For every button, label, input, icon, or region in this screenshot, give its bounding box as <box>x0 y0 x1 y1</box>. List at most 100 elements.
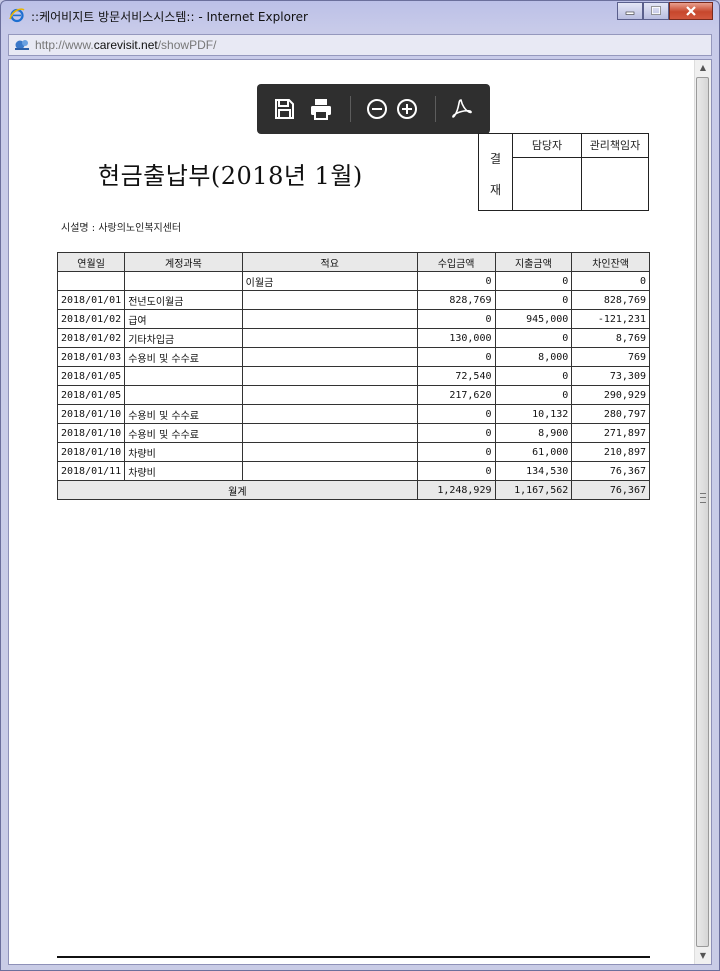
close-button[interactable] <box>669 2 713 20</box>
cell-account: 수용비 및 수수료 <box>124 404 243 424</box>
table-row: 2018/01/11 차량비 0 134,530 76,367 <box>56 461 650 481</box>
acrobat-icon[interactable] <box>449 97 473 121</box>
header-description: 적요 <box>241 252 418 272</box>
table-body: 이월금 0 0 0 2018/01/01 전년도이월금 828,769 0 828,769 201… <box>56 271 650 481</box>
cell-description <box>241 385 418 405</box>
table-row: 2018/01/02 기타차입금 130,000 0 8,769 <box>56 328 650 348</box>
page-bottom-rule <box>57 956 650 958</box>
scrollbar-grip-icon <box>700 493 706 503</box>
cell-income: 0 <box>416 442 496 462</box>
cell-balance: 828,769 <box>571 290 650 310</box>
cell-expense: 945,000 <box>494 309 573 329</box>
table-row: 2018/01/03 수용비 및 수수료 0 8,000 769 <box>56 347 650 367</box>
table-row: 2018/01/10 수용비 및 수수료 0 10,132 280,797 <box>56 404 650 424</box>
cell-date: 2018/01/03 <box>56 347 126 367</box>
cell-date: 2018/01/05 <box>56 385 126 405</box>
cell-date: 2018/01/05 <box>56 366 126 386</box>
cell-income: 217,620 <box>416 385 496 405</box>
cell-description <box>241 461 418 481</box>
address-bar[interactable]: http://www.carevisit.net/showPDF/ <box>8 34 712 56</box>
cell-description <box>241 309 418 329</box>
approval-box: 결 재 담당자 관리책임자 <box>478 133 649 211</box>
cell-income: 0 <box>416 461 496 481</box>
cell-income: 0 <box>416 404 496 424</box>
cell-date <box>56 271 126 291</box>
toolbar-divider <box>350 96 351 122</box>
maximize-icon <box>651 6 661 15</box>
url-path: /showPDF/ <box>157 38 217 52</box>
approval-side-label-1: 결 <box>490 152 502 166</box>
total-income: 1,248,929 <box>416 480 496 500</box>
save-icon[interactable] <box>272 97 296 121</box>
cell-income: 130,000 <box>416 328 496 348</box>
approval-manager-cell: 관리책임자 <box>582 134 648 210</box>
cell-balance: 271,897 <box>571 423 650 443</box>
cell-account: 급여 <box>124 309 243 329</box>
print-icon[interactable] <box>309 97 333 121</box>
header-account: 계정과목 <box>124 252 243 272</box>
zoom-in-icon[interactable] <box>395 97 419 121</box>
approval-manager-label: 관리책임자 <box>582 134 648 158</box>
cell-description <box>241 423 418 443</box>
header-balance: 차인잔액 <box>571 252 650 272</box>
cell-balance: 290,929 <box>571 385 650 405</box>
table-row: 2018/01/05 72,540 0 73,309 <box>56 366 650 386</box>
maximize-button[interactable] <box>643 2 669 20</box>
vertical-scrollbar[interactable]: ▲ ▼ <box>694 60 711 964</box>
approval-staff-cell: 담당자 <box>513 134 582 210</box>
cell-expense: 8,000 <box>494 347 573 367</box>
cell-description <box>241 328 418 348</box>
pdf-viewer: 현금출납부(2018년 1월) 결 재 담당자 관리책임자 시설명 : 사랑의노… <box>8 59 712 965</box>
cell-date: 2018/01/10 <box>56 423 126 443</box>
header-income: 수입금액 <box>416 252 496 272</box>
cell-balance: 73,309 <box>571 366 650 386</box>
cell-expense: 0 <box>494 271 573 291</box>
cell-account: 전년도이월금 <box>124 290 243 310</box>
table-row: 2018/01/10 차량비 0 61,000 210,897 <box>56 442 650 462</box>
facility-name: 시설명 : 사랑의노인복지센터 <box>61 223 182 234</box>
cell-account: 차량비 <box>124 461 243 481</box>
cell-balance: -121,231 <box>571 309 650 329</box>
url-text: http://www.carevisit.net/showPDF/ <box>35 38 216 52</box>
cell-balance: 0 <box>571 271 650 291</box>
minimize-icon <box>625 11 635 15</box>
zoom-out-icon[interactable] <box>365 97 389 121</box>
header-date: 연월일 <box>56 252 126 272</box>
table-header-row: 연월일 계정과목 적요 수입금액 지출금액 차인잔액 <box>56 252 650 272</box>
toolbar-divider <box>435 96 436 122</box>
cell-date: 2018/01/11 <box>56 461 126 481</box>
cell-description: 이월금 <box>241 271 418 291</box>
cell-date: 2018/01/10 <box>56 442 126 462</box>
cell-description <box>241 290 418 310</box>
cell-balance: 8,769 <box>571 328 650 348</box>
cell-balance: 76,367 <box>571 461 650 481</box>
pdf-toolbar <box>257 84 490 134</box>
scrollbar-thumb[interactable] <box>696 77 709 947</box>
cell-expense: 0 <box>494 385 573 405</box>
cell-balance: 769 <box>571 347 650 367</box>
cell-income: 72,540 <box>416 366 496 386</box>
cell-date: 2018/01/01 <box>56 290 126 310</box>
approval-staff-label: 담당자 <box>513 134 581 158</box>
url-domain: carevisit.net <box>93 38 158 52</box>
table-row: 2018/01/10 수용비 및 수수료 0 8,900 271,897 <box>56 423 650 443</box>
total-label: 월계 <box>57 480 418 500</box>
cell-date: 2018/01/02 <box>56 309 126 329</box>
site-icon <box>15 40 29 50</box>
cell-account <box>124 385 243 405</box>
header-expense: 지출금액 <box>494 252 573 272</box>
total-expense: 1,167,562 <box>494 480 573 500</box>
cell-account: 수용비 및 수수료 <box>124 423 243 443</box>
total-row: 월계 1,248,929 1,167,562 76,367 <box>57 480 650 500</box>
total-balance: 76,367 <box>571 480 650 500</box>
table-row: 2018/01/02 급여 0 945,000 -121,231 <box>56 309 650 329</box>
cell-expense: 8,900 <box>494 423 573 443</box>
cell-income: 0 <box>416 423 496 443</box>
internet-explorer-icon <box>9 8 25 23</box>
cell-expense: 10,132 <box>494 404 573 424</box>
window-title: ::케어비지트 방문서비스시스템:: - Internet Explorer <box>31 10 308 24</box>
minimize-button[interactable] <box>617 2 643 20</box>
cash-ledger-table: 연월일 계정과목 적요 수입금액 지출금액 차인잔액 이월금 0 0 0 2018/01… <box>56 252 650 500</box>
scroll-down-arrow[interactable]: ▼ <box>699 951 707 960</box>
scroll-up-arrow[interactable]: ▲ <box>699 63 707 72</box>
